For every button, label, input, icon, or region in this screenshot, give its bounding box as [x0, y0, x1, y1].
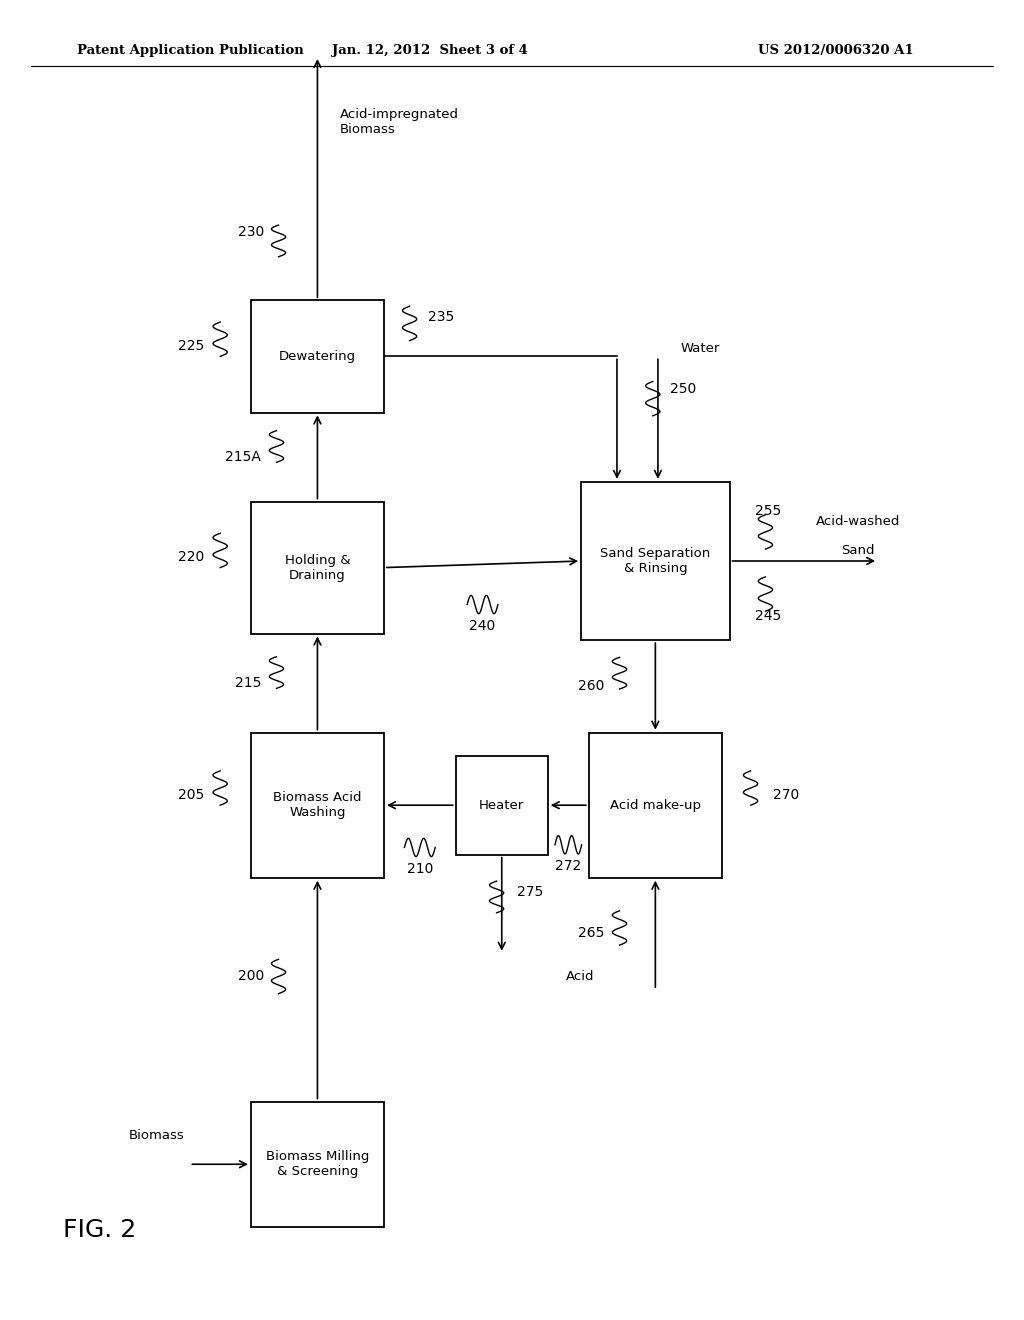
- Text: Sand Separation
& Rinsing: Sand Separation & Rinsing: [600, 546, 711, 576]
- Text: 225: 225: [177, 339, 204, 352]
- Text: Acid-impregnated
Biomass: Acid-impregnated Biomass: [340, 108, 459, 136]
- Text: FIG. 2: FIG. 2: [63, 1218, 137, 1242]
- Text: Dewatering: Dewatering: [279, 350, 356, 363]
- FancyBboxPatch shape: [251, 1101, 384, 1228]
- FancyBboxPatch shape: [589, 733, 722, 878]
- Text: 245: 245: [756, 610, 781, 623]
- Text: 235: 235: [428, 310, 455, 323]
- Text: 275: 275: [517, 884, 544, 899]
- Text: Heater: Heater: [479, 799, 524, 812]
- Text: Sand: Sand: [841, 544, 874, 557]
- Text: Jan. 12, 2012  Sheet 3 of 4: Jan. 12, 2012 Sheet 3 of 4: [332, 44, 528, 57]
- Text: Acid make-up: Acid make-up: [610, 799, 700, 812]
- Text: Holding &
Draining: Holding & Draining: [285, 553, 350, 582]
- Text: 220: 220: [177, 550, 204, 564]
- Text: 240: 240: [469, 619, 496, 632]
- Text: 205: 205: [177, 788, 204, 801]
- Text: Water: Water: [680, 342, 720, 355]
- Text: Biomass Acid
Washing: Biomass Acid Washing: [273, 791, 361, 820]
- Text: 272: 272: [555, 859, 582, 873]
- FancyBboxPatch shape: [456, 755, 548, 855]
- Text: 210: 210: [407, 862, 433, 875]
- Text: 250: 250: [670, 383, 696, 396]
- Text: Acid: Acid: [565, 970, 594, 983]
- Text: US 2012/0006320 A1: US 2012/0006320 A1: [758, 44, 913, 57]
- FancyBboxPatch shape: [251, 502, 384, 634]
- FancyBboxPatch shape: [251, 733, 384, 878]
- Text: Acid-washed: Acid-washed: [815, 515, 900, 528]
- Text: 260: 260: [578, 680, 604, 693]
- FancyBboxPatch shape: [582, 482, 729, 640]
- FancyBboxPatch shape: [251, 301, 384, 412]
- Text: 215: 215: [234, 676, 261, 690]
- Text: 270: 270: [773, 788, 800, 801]
- Text: 200: 200: [238, 969, 264, 983]
- Text: 230: 230: [238, 224, 264, 239]
- Text: Biomass Milling
& Screening: Biomass Milling & Screening: [266, 1150, 369, 1179]
- Text: Biomass: Biomass: [129, 1129, 184, 1142]
- Text: Patent Application Publication: Patent Application Publication: [77, 44, 303, 57]
- Text: 265: 265: [578, 927, 604, 940]
- Text: 255: 255: [756, 504, 781, 517]
- Text: 215A: 215A: [225, 450, 261, 465]
